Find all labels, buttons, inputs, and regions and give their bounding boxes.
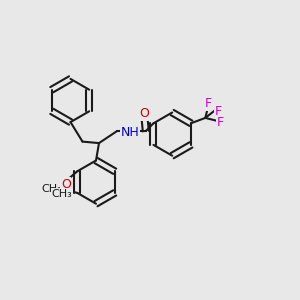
Text: O: O [61, 178, 71, 191]
Text: F: F [214, 105, 221, 119]
Text: NH: NH [121, 126, 139, 139]
Text: O: O [59, 184, 69, 197]
Text: F: F [205, 97, 212, 110]
Text: F: F [217, 116, 224, 129]
Text: CH₃: CH₃ [42, 184, 62, 194]
Text: CH₃: CH₃ [51, 189, 72, 199]
Text: O: O [140, 107, 149, 121]
